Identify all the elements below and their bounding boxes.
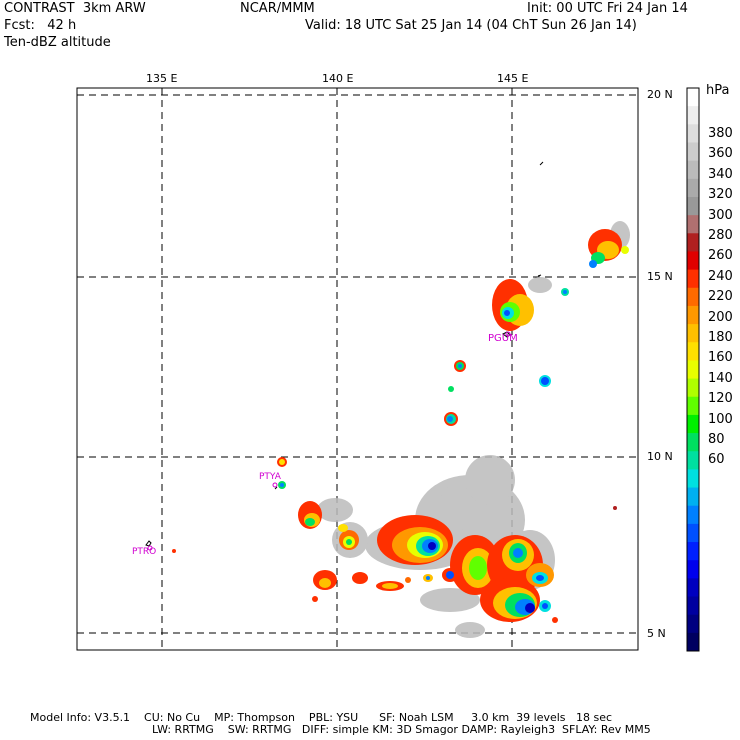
model-title: CONTRAST 3km ARW (4, 1, 146, 16)
forecast-hour: Fcst: 42 h (4, 18, 77, 33)
station-label-pgum: PGUM (488, 333, 518, 344)
colorbar-swatch (687, 505, 699, 525)
islet-pagan (537, 274, 542, 277)
colorbar-label: 80 (708, 432, 725, 447)
yap-island (274, 486, 278, 490)
colorbar-swatch (687, 269, 699, 289)
valid-time: Valid: 18 UTC Sat 25 Jan 14 (04 ChT Sun … (305, 18, 637, 33)
colorbar-label: 280 (708, 228, 733, 243)
colorbar-swatch (687, 233, 699, 252)
station-markers (147, 331, 511, 551)
palau-island (145, 540, 152, 547)
station-marker-pgum (505, 331, 511, 337)
model-info-line2: LW: RRTMG SW: RRTMG DIFF: simple KM: 3D … (152, 723, 651, 736)
colorbar-swatch (687, 142, 699, 162)
echo-cell-northeast (588, 229, 629, 268)
organization: NCAR/MMM (240, 1, 315, 16)
colorbar-label: 220 (708, 289, 733, 305)
colorbar-label: 320 (708, 187, 733, 203)
colorbar-swatch (687, 215, 699, 234)
model-info-line1: Model Info: V3.5.1 CU: No Cu MP: Thompso… (30, 711, 613, 724)
colorbar-label: 160 (708, 350, 733, 366)
lat-label-5: 5 N (647, 627, 666, 640)
colorbar-swatch (687, 414, 699, 434)
colorbar-frame (686, 87, 700, 652)
colorbar-label: 140 (708, 370, 733, 386)
colorbar-swatch (687, 396, 699, 416)
echo-complex-south (377, 515, 558, 623)
colorbar-label: 180 (708, 330, 733, 345)
lat-label-15: 15 N (647, 270, 673, 283)
lat-label-10: 10 N (647, 450, 673, 463)
colorbar-swatch (687, 178, 699, 198)
colorbar-swatch (687, 324, 699, 343)
colorbar-swatch (687, 106, 699, 125)
colorbar-swatch (687, 196, 699, 216)
colorbar-label: 60 (708, 452, 725, 468)
colorbar-swatch (687, 305, 699, 325)
lon-label-140: 140 E (322, 72, 354, 85)
colorbar-swatch (687, 560, 699, 579)
colorbar-label: 360 (708, 146, 733, 162)
echo-cells-west (298, 501, 411, 602)
colorbar-label: 380 (708, 126, 733, 141)
colorbar (686, 87, 700, 652)
colorbar-label: 260 (708, 248, 733, 264)
colorbar-swatch (687, 596, 699, 616)
islet-north (539, 161, 544, 166)
colorbar-swatch (687, 433, 699, 452)
colorbar-swatch (687, 378, 699, 398)
colorbar-swatch (687, 632, 699, 652)
colorbar-label: 340 (708, 166, 733, 182)
colorbar-swatch (687, 124, 699, 143)
colorbar-swatch (687, 160, 699, 180)
colorbar-swatch (687, 487, 699, 507)
colorbar-unit: hPa (706, 83, 730, 98)
graticule (77, 88, 638, 650)
init-time: Init: 00 UTC Fri 24 Jan 14 (527, 1, 688, 16)
colorbar-label: 300 (708, 207, 733, 223)
station-label-ptya: PTYA (259, 472, 281, 482)
lon-label-135: 135 E (146, 72, 178, 85)
colorbar-swatch (687, 578, 699, 598)
colorbar-swatch (687, 523, 699, 543)
echo-cell-guam (492, 279, 534, 331)
colorbar-label: 200 (708, 309, 733, 325)
colorbar-swatch (687, 88, 699, 107)
colorbar-swatch (687, 287, 699, 307)
colorbar-swatch (687, 451, 699, 470)
colorbar-label: 240 (708, 268, 733, 284)
station-marker-ptro (147, 545, 153, 551)
field-name: Ten-dBZ altitude (4, 35, 111, 50)
coastlines (145, 94, 544, 547)
lon-label-145: 145 E (497, 72, 529, 85)
colorbar-swatch (687, 542, 699, 561)
colorbar-label: 100 (708, 411, 733, 427)
colorbar-swatch (687, 614, 699, 634)
echo-cells-isolated (172, 288, 617, 553)
colorbar-swatch (687, 342, 699, 361)
lat-label-20: 20 N (647, 88, 673, 101)
station-marker-ptya (272, 482, 278, 488)
colorbar-swatch (687, 360, 699, 380)
colorbar-swatch (687, 469, 699, 489)
colorbar-label: 120 (708, 391, 733, 407)
echo-field (172, 221, 630, 638)
colorbar-swatch (687, 251, 699, 271)
station-label-ptro: PTRO (132, 547, 157, 557)
